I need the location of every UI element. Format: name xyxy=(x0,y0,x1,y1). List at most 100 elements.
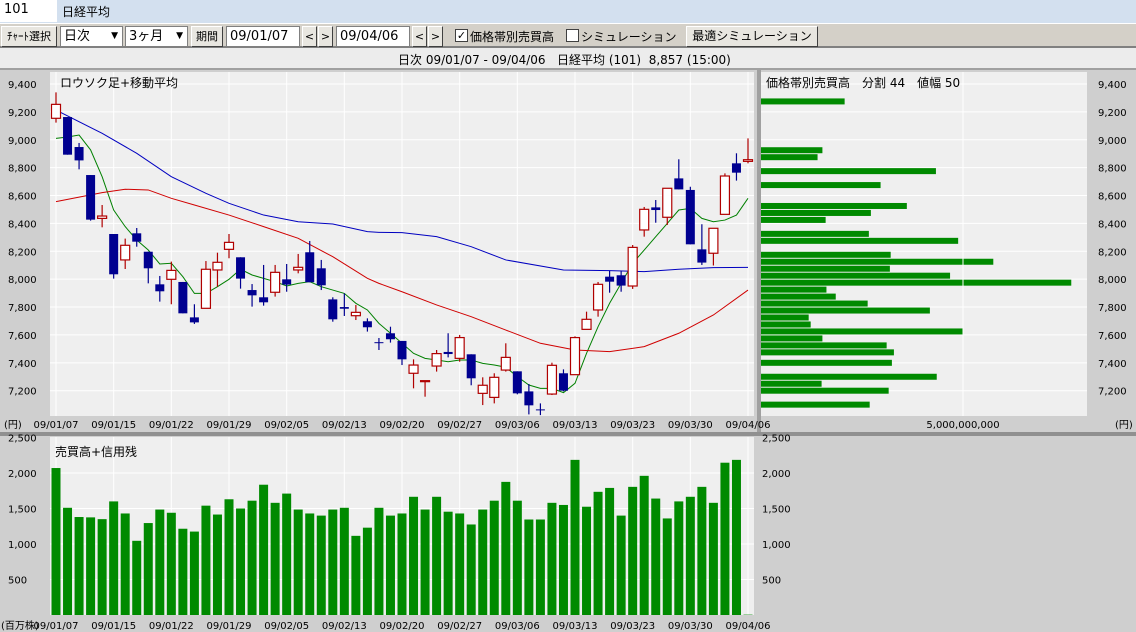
candle-body xyxy=(362,321,372,328)
candle xyxy=(500,343,511,372)
period-button[interactable]: 期間 xyxy=(191,26,223,47)
candle xyxy=(639,206,650,237)
volume-bar xyxy=(697,486,707,615)
volume-profile-bar xyxy=(761,216,826,223)
volume-bar xyxy=(593,491,603,615)
candle-body xyxy=(305,252,315,283)
volume-date-tick: 09/03/06 xyxy=(495,621,540,632)
volume-bar xyxy=(524,519,534,615)
volume-bar xyxy=(466,524,476,615)
chart-select-button[interactable]: ﾁｬｰﾄ選択 xyxy=(1,26,57,47)
volume-bar xyxy=(570,459,580,615)
volume-bar xyxy=(63,507,73,615)
candle-body xyxy=(293,266,304,271)
candle-body xyxy=(166,269,177,280)
candle xyxy=(627,245,638,289)
candle-body xyxy=(385,333,395,340)
volume-profile-bar xyxy=(761,349,894,356)
range-select[interactable]: 3ヶ月 ▼ xyxy=(125,26,188,47)
candle-body xyxy=(616,275,626,286)
price-date-tick: 09/04/06 xyxy=(726,420,771,431)
price-date-tick: 09/02/20 xyxy=(380,420,425,431)
volume-bar xyxy=(731,459,741,615)
volume-profile-bar xyxy=(761,342,887,349)
volume-bar xyxy=(651,498,661,615)
candle xyxy=(719,173,731,215)
start-date-input[interactable]: 09/01/07 xyxy=(226,26,300,47)
candle-body xyxy=(512,371,522,394)
start-date-prev-button[interactable]: < xyxy=(302,26,317,47)
price-axis-tick-right: 9,400 xyxy=(1098,80,1127,91)
candle-body xyxy=(86,175,96,220)
candle xyxy=(132,228,142,247)
candle xyxy=(454,334,465,362)
interval-select[interactable]: 日次 ▼ xyxy=(60,26,123,47)
volume-date-tick: 09/03/30 xyxy=(668,621,713,632)
volume-axis-tick-right: 1,500 xyxy=(762,505,791,516)
volume-bar xyxy=(259,484,269,615)
volume-bar xyxy=(282,493,292,615)
candle-body xyxy=(524,391,534,406)
volume-profile-bar xyxy=(761,300,868,307)
volume-bar xyxy=(351,535,361,615)
candle xyxy=(685,186,695,245)
end-date-prev-button[interactable]: < xyxy=(412,26,427,47)
volume-profile-bar xyxy=(761,168,936,175)
candle xyxy=(293,253,304,274)
price-axis-tick-left: 7,400 xyxy=(8,359,37,370)
start-date-next-button[interactable]: > xyxy=(318,26,333,47)
price-axis-tick-right: 7,400 xyxy=(1098,359,1127,370)
volume-profile-title: 価格帯別売買高 分割 44 値幅 50 xyxy=(766,75,960,90)
volume-bar xyxy=(385,515,395,615)
candle xyxy=(189,304,199,324)
candle-body xyxy=(627,246,638,287)
volume-bar xyxy=(443,511,453,615)
candle xyxy=(97,205,108,228)
candle xyxy=(247,284,257,307)
candle-body xyxy=(605,276,615,282)
simulation-checkbox[interactable] xyxy=(566,29,579,42)
volume-bar xyxy=(605,487,615,615)
volume-bar xyxy=(582,506,592,615)
candle-body xyxy=(339,307,349,309)
candle xyxy=(477,377,488,406)
volume-bar xyxy=(558,504,568,615)
chevron-down-icon: ▼ xyxy=(111,31,118,41)
volume-bar xyxy=(143,523,153,615)
stock-code-input[interactable]: 101 xyxy=(0,0,57,22)
volume-bar xyxy=(720,462,730,615)
volume-bar xyxy=(455,513,465,615)
volume-bar xyxy=(362,527,372,615)
volume-profile-bar xyxy=(761,209,871,216)
end-date-input[interactable]: 09/04/06 xyxy=(336,26,410,47)
end-date-next-button[interactable]: > xyxy=(428,26,443,47)
candle xyxy=(443,333,453,358)
volume-bar xyxy=(501,481,511,615)
volume-profile-bar xyxy=(761,328,963,335)
optimal-simulation-button[interactable]: 最適シミュレーション xyxy=(686,26,818,47)
candle-body xyxy=(581,318,592,330)
price-axis-tick-left: 9,400 xyxy=(8,80,37,91)
price-axis-tick-right: 9,000 xyxy=(1098,136,1127,147)
volume-profile-bar xyxy=(761,230,869,237)
volume-bar xyxy=(51,468,61,615)
volume-bar xyxy=(305,513,315,615)
candle xyxy=(374,338,384,350)
candle xyxy=(166,261,177,305)
candle xyxy=(86,175,96,221)
candle-body xyxy=(651,207,661,211)
volume-bar xyxy=(512,500,522,615)
price-date-tick: 09/03/30 xyxy=(668,420,713,431)
candle xyxy=(708,227,719,266)
volume-bar xyxy=(155,509,165,615)
volume-bar xyxy=(489,500,499,615)
candle xyxy=(408,359,419,389)
volume-profile-bar xyxy=(761,321,811,328)
candle xyxy=(419,380,431,397)
toolbar: ﾁｬｰﾄ選択 日次 ▼ 3ヶ月 ▼ 期間 09/01/07 < > 09/04/06… xyxy=(0,23,1136,48)
candle-body xyxy=(500,356,511,371)
volume-date-tick: 09/03/23 xyxy=(610,621,655,632)
volume-profile-checkbox[interactable]: ✓ xyxy=(455,29,468,42)
volume-bar xyxy=(189,531,199,615)
candle xyxy=(674,159,684,190)
